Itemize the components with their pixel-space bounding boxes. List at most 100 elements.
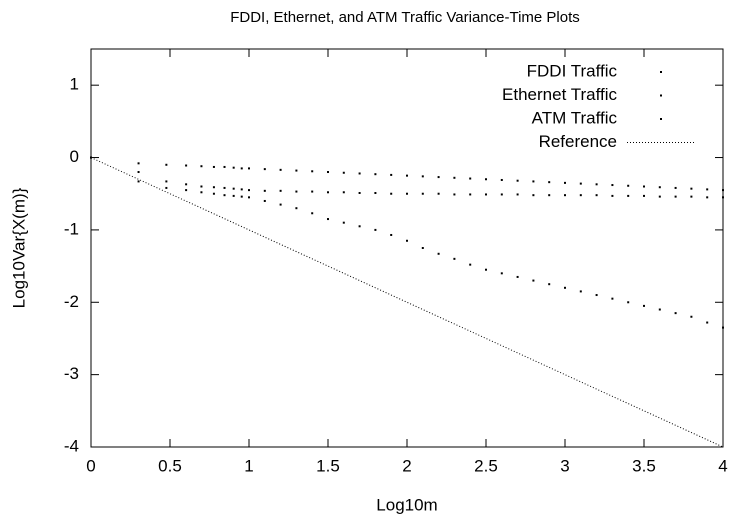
data-point <box>374 192 377 195</box>
data-point <box>212 192 215 195</box>
x-tick-label: 4 <box>718 456 727 475</box>
data-point <box>579 194 582 197</box>
data-point <box>185 183 188 186</box>
data-point <box>564 181 566 184</box>
legend-label: Ethernet Traffic <box>502 85 617 104</box>
y-axis-label: Log10Var{X(m)} <box>9 187 28 308</box>
data-point <box>722 189 724 192</box>
legend-swatch <box>660 118 662 120</box>
data-point <box>706 196 709 199</box>
data-point <box>485 193 487 196</box>
data-point <box>311 212 314 215</box>
data-point <box>595 194 598 197</box>
data-point <box>295 190 298 193</box>
data-point <box>358 225 361 228</box>
data-point <box>165 163 168 166</box>
data-point <box>627 194 630 197</box>
x-tick-label: 2 <box>402 456 411 475</box>
data-point <box>279 203 282 206</box>
data-point <box>279 168 282 171</box>
chart-title: FDDI, Ethernet, and ATM Traffic Variance… <box>230 9 580 26</box>
data-point <box>469 263 472 266</box>
data-point <box>690 315 693 318</box>
data-point <box>658 195 661 198</box>
data-point <box>532 180 535 183</box>
x-tick-label: 1.5 <box>316 456 340 475</box>
data-point <box>658 186 661 189</box>
data-point <box>437 192 440 195</box>
data-point <box>342 191 345 194</box>
data-point <box>516 193 519 196</box>
data-point <box>500 272 503 275</box>
data-point <box>643 304 645 307</box>
data-point <box>690 195 693 198</box>
data-point <box>611 194 614 197</box>
x-axis-label: Log10m <box>376 495 437 514</box>
data-point <box>627 301 630 304</box>
data-point <box>627 184 630 187</box>
data-point <box>263 168 266 171</box>
data-point <box>342 171 345 174</box>
data-point <box>390 233 393 236</box>
data-point <box>500 193 503 196</box>
data-point <box>406 174 408 177</box>
x-tick-label: 0 <box>86 456 95 475</box>
y-tick-label: -3 <box>64 364 79 383</box>
data-point <box>279 189 282 192</box>
data-point <box>200 185 203 188</box>
data-point <box>485 178 487 181</box>
data-point <box>358 192 361 195</box>
data-point <box>595 294 598 297</box>
data-point <box>232 187 235 190</box>
data-point <box>223 194 226 197</box>
data-point <box>212 165 215 168</box>
data-point <box>232 166 235 169</box>
data-point <box>437 252 440 255</box>
data-point <box>342 221 345 224</box>
data-point <box>548 194 551 197</box>
data-point <box>240 167 243 170</box>
data-point <box>453 257 456 260</box>
data-point <box>643 194 645 197</box>
reference-line <box>90 157 724 448</box>
data-point <box>311 190 314 193</box>
legend-swatch <box>660 71 662 73</box>
data-point <box>516 275 519 278</box>
y-tick-label: -2 <box>64 292 79 311</box>
data-point <box>223 165 226 168</box>
data-point <box>358 172 361 175</box>
data-point <box>137 180 140 183</box>
data-point <box>690 187 693 190</box>
y-tick-label: -1 <box>64 219 79 238</box>
data-point <box>564 194 566 197</box>
y-tick-label: 1 <box>70 75 79 94</box>
data-point <box>200 191 203 194</box>
data-point <box>500 178 503 181</box>
data-point <box>165 186 168 189</box>
x-tick-label: 3.5 <box>632 456 656 475</box>
y-tick-label: 0 <box>70 147 79 166</box>
data-point <box>248 196 250 199</box>
data-point <box>327 171 329 174</box>
data-point <box>706 188 709 191</box>
data-point <box>165 180 168 183</box>
data-point <box>579 182 582 185</box>
data-point <box>421 247 424 249</box>
data-point <box>223 186 226 189</box>
data-point <box>295 169 298 172</box>
data-point <box>564 286 566 289</box>
y-tick-label: -4 <box>64 436 79 455</box>
data-point <box>674 312 677 315</box>
data-point <box>722 326 724 329</box>
data-point <box>516 179 519 182</box>
data-point <box>469 193 472 196</box>
data-point <box>200 165 203 168</box>
data-point <box>232 194 235 197</box>
data-point <box>263 199 266 202</box>
x-tick-label: 3 <box>560 456 569 475</box>
data-point <box>406 239 408 242</box>
data-point <box>248 167 250 170</box>
data-point <box>548 181 551 184</box>
data-point <box>611 184 614 187</box>
